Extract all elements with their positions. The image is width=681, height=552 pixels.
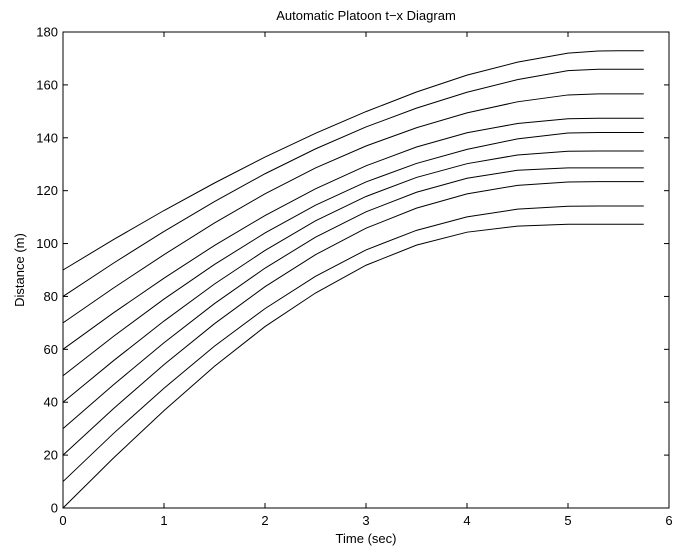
x-tick-label: 3 bbox=[362, 513, 369, 528]
x-tick-label: 6 bbox=[665, 513, 672, 528]
series-line-9 bbox=[62, 68, 644, 297]
x-tick-label: 2 bbox=[261, 513, 268, 528]
x-tick-label: 4 bbox=[463, 513, 470, 528]
x-tick-label: 5 bbox=[564, 513, 571, 528]
plot-area bbox=[62, 31, 670, 509]
series-line-5 bbox=[62, 150, 644, 403]
x-tick-label: 1 bbox=[160, 513, 167, 528]
y-axis-label: Distance (m) bbox=[12, 233, 27, 307]
y-tick-label: 20 bbox=[44, 448, 58, 463]
x-axis-label: Time (sec) bbox=[336, 531, 397, 546]
series-line-10 bbox=[62, 50, 644, 271]
y-tick-label: 120 bbox=[36, 183, 58, 198]
y-tick-label: 0 bbox=[51, 501, 58, 516]
plot-frame bbox=[62, 31, 670, 509]
series-line-7 bbox=[62, 117, 644, 350]
chart-title: Automatic Platoon t−x Diagram bbox=[276, 8, 456, 23]
series-line-4 bbox=[62, 167, 644, 430]
series-line-1 bbox=[62, 223, 644, 509]
series-line-8 bbox=[62, 93, 644, 324]
x-tick-label: 0 bbox=[59, 513, 66, 528]
series-group bbox=[62, 50, 644, 509]
y-tick-label: 40 bbox=[44, 395, 58, 410]
y-tick-label: 160 bbox=[36, 77, 58, 92]
y-tick-label: 180 bbox=[36, 25, 58, 40]
series-line-6 bbox=[62, 131, 644, 377]
series-line-3 bbox=[62, 181, 644, 456]
y-tick-label: 80 bbox=[44, 289, 58, 304]
y-tick-label: 60 bbox=[44, 342, 58, 357]
y-tick-label: 100 bbox=[36, 236, 58, 251]
y-tick-label: 140 bbox=[36, 130, 58, 145]
series-line-2 bbox=[62, 205, 644, 482]
